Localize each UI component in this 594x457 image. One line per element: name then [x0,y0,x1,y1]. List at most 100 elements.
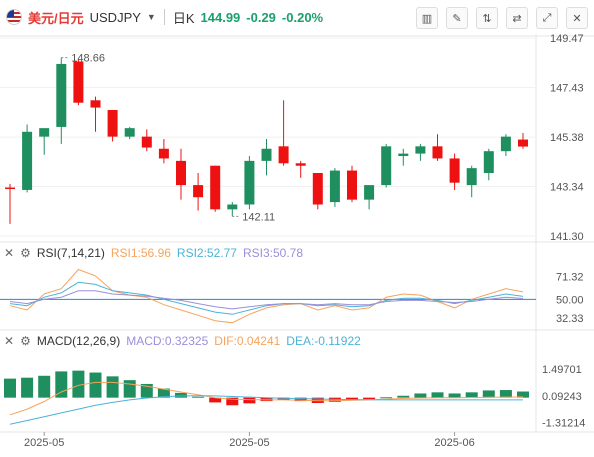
macd-hist-bar [175,392,187,398]
candle-body [295,163,306,166]
rsi2-value: RSI2:52.77 [176,246,237,260]
macd-hist-bar [55,371,68,398]
candle-body [518,139,528,147]
dropdown-icon[interactable]: ▼ [146,12,156,22]
price-tick-label: 143.34 [550,182,584,194]
price-change: -0.29 [246,9,276,25]
dif-value: DIF:0.04241 [214,334,281,348]
candle-body [176,160,186,186]
rsi3-value: RSI3:50.78 [242,246,304,260]
macd-hist-bar [431,392,444,398]
close-icon[interactable]: ✕ [566,7,588,29]
low-label: 142.11 [242,211,275,223]
candle-body [141,136,152,148]
draw-icon[interactable]: ✎ [446,7,468,29]
candle-body [158,148,169,159]
chart-type-icon[interactable]: ▥ [416,7,438,29]
macd-value: MACD:0.32325 [126,334,209,348]
price-tick-label: 147.43 [550,82,584,94]
macd-hist-bar [482,390,495,398]
time-axis: 2025-05 2025-05 2025-06 [24,432,475,449]
macd-title[interactable]: MACD(12,26,9) [36,334,121,348]
macd-hist-bar [397,395,410,398]
candle-body [56,63,67,127]
candle-body [261,148,272,161]
candle-body [329,170,340,203]
macd-hist-bar [414,393,427,398]
macd-hist-bar [346,397,358,400]
price-tick-label: 141.30 [550,231,584,243]
macd-hist-bar [89,372,102,398]
rsi-title[interactable]: RSI(7,14,21) [36,246,105,260]
rsi-tick-label: 71.32 [556,272,584,284]
macd-hist-bar [192,396,205,398]
candle-body [381,146,392,186]
compare-icon[interactable]: ⇄ [506,7,528,29]
candle-body [312,172,323,205]
macd-tick-label: 1.49701 [542,364,582,376]
candle-body [227,204,238,210]
candle-body [449,158,460,183]
rsi-line-3 [9,290,524,310]
timeframe-selector[interactable]: 日K [172,10,195,26]
macd-hist-bar [465,392,478,398]
dea-line [9,395,523,425]
time-tick-label: 2025-06 [434,437,474,449]
macd-hist-bar [517,391,529,398]
high-label: 148.66 [71,53,105,65]
collapse-icon[interactable]: ✕ [4,334,15,348]
rsi-line-2 [9,281,524,315]
macd-hist-bar [72,370,85,398]
candle-body [210,165,221,210]
macd-hist-bar [123,380,136,398]
candle-body [500,136,511,152]
symbol-bar: 美元/日元 USDJPY ▼ 日K 144.99 -0.29 -0.20% [6,7,323,27]
dea-value: DEA:-0.11922 [286,334,361,348]
macd-hist-bar [4,378,16,398]
candle-body [39,128,50,137]
macd-hist-bar [243,397,256,404]
fullscreen-icon[interactable]: ⤢ [536,7,558,29]
dif-line [9,381,524,416]
last-price: 144.99 [200,9,241,25]
macd-layer: 1.49701 0.09243 -1.31214 [4,364,585,430]
chart-header: 美元/日元 USDJPY ▼ 日K 144.99 -0.29 -0.20% ▥ … [0,0,594,32]
macd-hist-bar [277,397,290,400]
candle-body [90,100,101,108]
macd-hist-bar [106,376,119,398]
macd-hist-bar [363,397,376,400]
collapse-icon[interactable]: ✕ [4,246,15,260]
macd-hist-bar [21,377,34,398]
symbol-code[interactable]: USDJPY [89,9,141,25]
macd-hist-bar [226,397,239,406]
candle-body [244,160,255,205]
macd-hist-bar [140,383,153,398]
gear-icon[interactable]: ⚙ [20,334,31,348]
flag-icon [6,9,22,25]
macd-tick-label: -1.31214 [542,418,585,430]
macd-hist-bar [380,397,393,399]
candle-body [73,61,84,103]
candles-layer: 148.66 142.11 [5,53,528,224]
candle-body [398,153,409,157]
rsi1-value: RSI1:56.96 [110,246,171,260]
price-axis: 149.47 147.43 145.38 143.34 141.30 [550,33,584,243]
indicator-icon[interactable]: ⇅ [476,7,498,29]
rsi-tick-label: 50.00 [556,294,584,306]
gear-icon[interactable]: ⚙ [20,246,31,260]
candle-body [107,109,118,137]
candle-body [347,170,357,200]
candle-body [5,187,15,190]
candle-body [483,151,494,173]
divider [163,9,165,25]
rsi-header: ✕ ⚙ RSI(7,14,21) RSI1:56.96 RSI2:52.77 R… [4,246,303,260]
macd-hist-bar [499,390,512,398]
macd-hist-bar [294,397,307,402]
candle-body [415,146,426,154]
macd-hist-bar [157,388,170,398]
macd-hist-bar [260,397,273,402]
candle-body [193,185,204,198]
price-tick-label: 145.38 [550,132,584,144]
pair-label[interactable]: 美元/日元 [28,10,84,26]
